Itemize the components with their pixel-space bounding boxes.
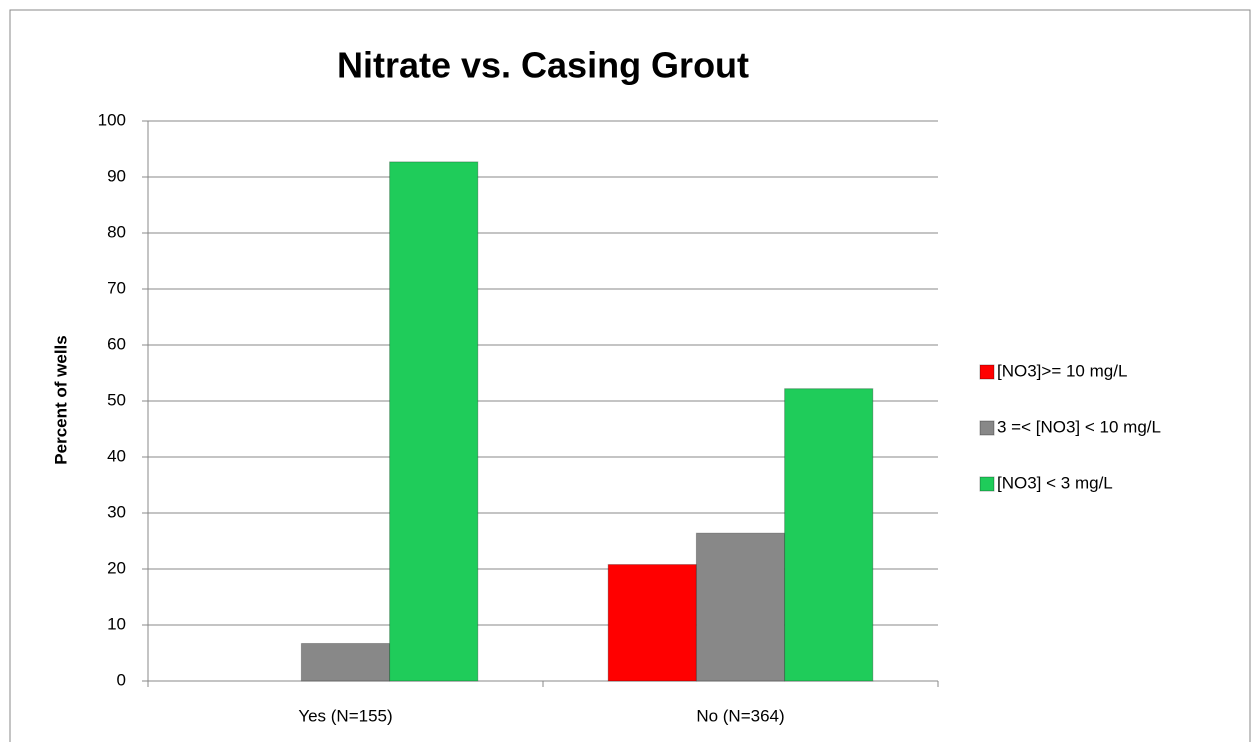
y-tick-label: 60: [107, 334, 126, 353]
y-tick-label: 0: [117, 670, 126, 689]
y-tick-label: 100: [98, 110, 126, 129]
y-tick-label: 70: [107, 278, 126, 297]
y-tick-label: 10: [107, 614, 126, 633]
x-tick-label: Yes (N=155): [298, 706, 392, 725]
legend-label: 3 =< [NO3] < 10 mg/L: [997, 417, 1161, 436]
y-tick-label: 30: [107, 502, 126, 521]
legend-swatch: [979, 476, 995, 492]
legend-swatch: [979, 364, 995, 380]
y-tick-label: 50: [107, 390, 126, 409]
legend-label: [NO3]>= 10 mg/L: [997, 361, 1127, 380]
x-tick-label: No (N=364): [696, 706, 784, 725]
y-tick-label: 90: [107, 166, 126, 185]
legend-swatch: [979, 420, 995, 436]
bar: [389, 161, 479, 682]
y-tick-label: 40: [107, 446, 126, 465]
bar: [607, 564, 697, 682]
chart-title: Nitrate vs. Casing Grout: [337, 45, 749, 86]
y-tick-label: 20: [107, 558, 126, 577]
bar: [300, 642, 391, 682]
y-axis-label: Percent of wells: [51, 335, 70, 464]
bar: [784, 388, 874, 682]
bar: [695, 532, 786, 682]
y-tick-label: 80: [107, 222, 126, 241]
legend-label: [NO3] < 3 mg/L: [997, 473, 1113, 492]
